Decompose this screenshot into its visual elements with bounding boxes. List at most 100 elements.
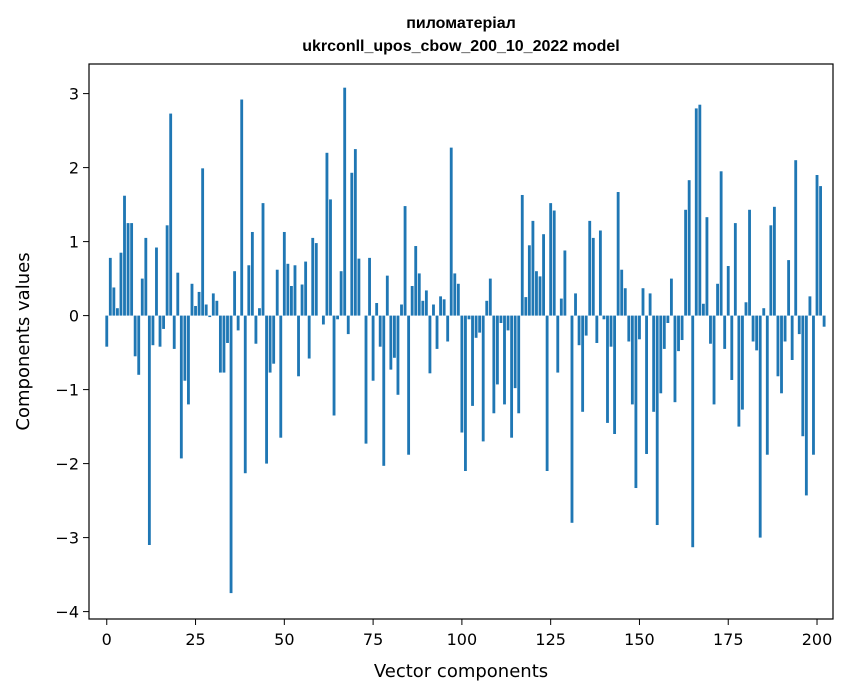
bar-73 — [364, 315, 368, 444]
bar-78 — [382, 315, 386, 466]
bar-114 — [510, 315, 514, 438]
bar-75 — [371, 315, 375, 381]
bar-127 — [556, 315, 560, 373]
bar-88 — [417, 273, 421, 316]
bar-76 — [375, 303, 379, 316]
x-tick-label-75: 75 — [363, 630, 383, 649]
bar-186 — [765, 315, 769, 455]
bar-23 — [187, 315, 190, 405]
bar-195 — [797, 315, 801, 335]
bar-194 — [794, 160, 798, 316]
bar-69 — [350, 172, 354, 316]
bar-154 — [652, 315, 656, 412]
bar-190 — [780, 315, 783, 394]
bar-137 — [591, 237, 595, 316]
bar-3 — [115, 308, 119, 316]
bar-175 — [726, 266, 730, 316]
bar-100 — [460, 315, 464, 433]
bar-120 — [531, 220, 535, 316]
y-ticks-group: −4 −3 −2 −1 0 1 2 3 — [55, 85, 89, 622]
bar-59 — [314, 243, 318, 316]
bar-156 — [659, 315, 663, 394]
bar-29 — [208, 315, 212, 318]
bar-184 — [758, 315, 762, 538]
bar-116 — [517, 315, 521, 414]
bar-80 — [389, 315, 393, 370]
bar-115 — [513, 315, 517, 389]
bar-36 — [233, 271, 237, 316]
y-tick-label-3: 3 — [69, 85, 79, 104]
bar-0 — [105, 315, 109, 347]
bar-57 — [307, 315, 311, 359]
bar-147 — [627, 315, 631, 342]
bar-172 — [716, 283, 719, 316]
bar-196 — [801, 315, 805, 437]
bar-165 — [691, 315, 695, 548]
bar-34 — [226, 315, 229, 343]
bar-49 — [279, 315, 283, 438]
bar-63 — [329, 199, 332, 316]
bar-177 — [733, 223, 737, 316]
bar-54 — [297, 315, 300, 377]
bar-46 — [268, 315, 272, 373]
x-tick-label-175: 175 — [713, 630, 744, 649]
bar-96 — [446, 315, 450, 342]
bar-185 — [762, 308, 766, 316]
bar-103 — [471, 315, 474, 406]
bar-162 — [680, 315, 684, 341]
bar-136 — [588, 220, 592, 316]
bar-141 — [606, 315, 609, 423]
bar-22 — [183, 315, 187, 381]
bar-132 — [574, 293, 577, 316]
bar-15 — [158, 315, 162, 347]
bar-155 — [655, 315, 659, 526]
bar-4 — [119, 252, 123, 316]
x-axis-label: Vector components — [374, 661, 548, 682]
bar-53 — [293, 265, 297, 316]
bar-151 — [641, 288, 645, 316]
bar-31 — [215, 300, 219, 316]
bar-171 — [712, 315, 716, 405]
bar-166 — [694, 108, 698, 316]
y-tick-label--3: −3 — [55, 529, 79, 548]
bar-163 — [684, 209, 688, 316]
bar-110 — [495, 315, 499, 385]
y-tick-label-1: 1 — [69, 233, 79, 252]
bar-91 — [428, 315, 432, 374]
bar-19 — [172, 315, 176, 349]
bar-149 — [634, 315, 638, 489]
bar-94 — [439, 296, 442, 316]
bar-74 — [368, 257, 371, 316]
bar-18 — [169, 113, 173, 316]
bar-143 — [613, 315, 617, 434]
bar-157 — [662, 315, 666, 349]
bar-181 — [748, 209, 751, 316]
bar-148 — [630, 315, 634, 405]
bar-118 — [524, 297, 528, 316]
bar-176 — [730, 315, 734, 380]
bar-87 — [414, 246, 418, 316]
bar-85 — [407, 315, 411, 455]
bar-68 — [346, 315, 350, 335]
bar-27 — [201, 168, 205, 316]
bar-51 — [286, 263, 290, 316]
bar-197 — [804, 315, 808, 496]
x-ticks-group: 0 25 50 75 100 125 150 175 200 — [102, 619, 832, 649]
bar-48 — [275, 269, 279, 316]
bar-32 — [218, 315, 222, 373]
x-tick-label-125: 125 — [535, 630, 566, 649]
bar-12 — [147, 315, 151, 545]
bar-183 — [755, 315, 759, 351]
bar-200 — [815, 175, 819, 316]
bar-2 — [112, 287, 116, 316]
bar-164 — [687, 180, 691, 316]
bar-105 — [478, 315, 482, 333]
bar-67 — [343, 87, 347, 316]
bar-6 — [126, 223, 130, 316]
bar-201 — [819, 186, 822, 316]
bar-123 — [542, 234, 545, 316]
bar-145 — [620, 269, 624, 316]
bar-178 — [737, 315, 741, 427]
bar-108 — [488, 278, 492, 316]
